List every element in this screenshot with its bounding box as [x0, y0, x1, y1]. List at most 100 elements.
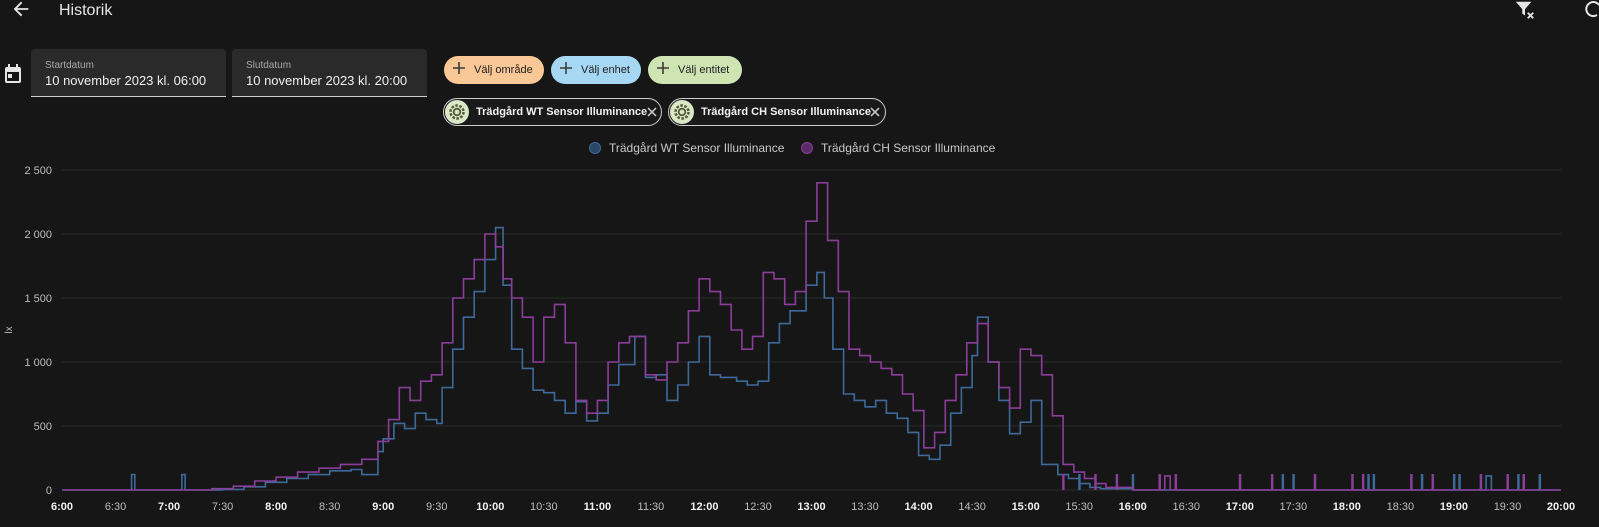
end-date-field[interactable]: Slutdatum 10 november 2023 kl. 20:00	[232, 49, 427, 97]
choose-entity-button[interactable]: Välj entitet	[648, 56, 742, 84]
plus-icon	[560, 62, 572, 74]
series-spike	[1431, 474, 1435, 490]
x-tick-label: 12:00	[690, 501, 718, 513]
series-spike	[1078, 474, 1081, 490]
legend-dot	[589, 142, 601, 154]
series-spike	[1158, 474, 1161, 490]
x-tick-label: 16:00	[1119, 501, 1147, 513]
x-tick-label: 7:00	[158, 501, 180, 513]
x-tick-label: 6:30	[105, 501, 126, 513]
page-title: Historik	[59, 2, 113, 19]
choose-area-label: Välj område	[474, 64, 533, 76]
end-date-label: Slutdatum	[246, 60, 292, 71]
series-spike	[1174, 474, 1178, 490]
entity-chip-label: Trädgård CH Sensor Illuminance	[701, 106, 871, 118]
y-tick-label: 0	[46, 485, 52, 497]
x-tick-label: 19:30	[1494, 501, 1522, 513]
legend-label: Trädgård WT Sensor Illuminance	[609, 141, 785, 155]
x-tick-label: 19:00	[1440, 501, 1468, 513]
x-tick-label: 7:30	[212, 501, 233, 513]
x-tick-label: 11:00	[584, 501, 612, 513]
legend-item-ch[interactable]: Trädgård CH Sensor Illuminance	[801, 141, 1001, 157]
partial-icon[interactable]	[1583, 0, 1599, 21]
legend-item-wt[interactable]: Trädgård WT Sensor Illuminance	[589, 141, 784, 157]
series-spike	[1420, 474, 1424, 490]
x-tick-label: 12:30	[744, 501, 772, 513]
x-tick-label: 11:30	[638, 501, 665, 513]
y-axis-label: lx	[4, 326, 15, 333]
series-spike	[1292, 474, 1295, 490]
calendar-icon[interactable]	[4, 64, 22, 84]
series-spike	[1479, 474, 1483, 490]
series-spike	[1361, 474, 1365, 490]
series-line	[62, 182, 1561, 491]
choose-device-button[interactable]: Välj enhet	[551, 56, 641, 84]
choose-entity-label: Välj entitet	[678, 64, 730, 76]
x-tick-label: 13:30	[851, 501, 879, 513]
y-tick-label: 2 500	[24, 165, 52, 177]
legend-label: Trädgård CH Sensor Illuminance	[821, 141, 996, 155]
y-tick-label: 1 500	[24, 293, 52, 305]
x-tick-label: 16:30	[1172, 501, 1200, 513]
close-icon[interactable]	[869, 106, 881, 118]
x-tick-label: 17:00	[1226, 501, 1254, 513]
x-tick-label: 17:30	[1280, 501, 1308, 513]
series-spike	[1522, 474, 1526, 490]
gear-icon	[449, 104, 465, 120]
series-spike	[1313, 474, 1317, 490]
x-tick-label: 9:00	[372, 501, 394, 513]
series-spike	[1062, 474, 1065, 490]
top-app-bar: Historik	[0, 0, 1599, 24]
legend-dot	[801, 142, 813, 154]
entity-avatar	[445, 100, 469, 124]
x-tick-label: 18:00	[1333, 501, 1361, 513]
series-spike	[1538, 474, 1542, 490]
choose-area-button[interactable]: Välj område	[444, 56, 544, 84]
series-spike	[1458, 474, 1461, 490]
series-spike	[1517, 474, 1520, 490]
entity-avatar	[670, 100, 694, 124]
series-spike	[1094, 474, 1097, 490]
start-date-field[interactable]: Startdatum 10 november 2023 kl. 06:00	[31, 49, 226, 97]
entity-chip-wt[interactable]: Trädgård WT Sensor Illuminance	[443, 98, 662, 126]
series-spike	[1410, 474, 1413, 490]
entity-chip-ch[interactable]: Trädgård CH Sensor Illuminance	[668, 98, 886, 126]
filter-remove-icon[interactable]	[1514, 0, 1536, 21]
x-tick-label: 15:30	[1065, 501, 1093, 513]
series-line	[62, 226, 1561, 491]
series-spike	[1506, 474, 1509, 490]
x-tick-label: 8:00	[265, 501, 287, 513]
y-tick-label: 1 000	[24, 357, 52, 369]
arrow-left-icon[interactable]	[10, 0, 32, 20]
x-tick-label: 14:30	[958, 501, 986, 513]
x-tick-label: 8:30	[319, 501, 340, 513]
series-spike	[1281, 474, 1285, 490]
x-tick-label: 6:00	[51, 501, 73, 513]
x-tick-label: 9:30	[426, 501, 447, 513]
x-tick-label: 15:00	[1012, 501, 1040, 513]
close-icon[interactable]	[646, 106, 658, 118]
series-spike	[1238, 474, 1242, 490]
history-chart: 0 500 1 000 1 500 2 000 2 500 lx 6:00 6:30 7:00 7:…	[4, 165, 1575, 513]
series-spike	[1367, 474, 1370, 490]
plus-icon	[657, 62, 669, 74]
series-spike	[1131, 474, 1135, 490]
start-date-value: 10 november 2023 kl. 06:00	[45, 73, 207, 88]
series-spike	[1452, 474, 1456, 490]
start-date-label: Startdatum	[45, 60, 94, 71]
x-tick-label: 14:00	[905, 501, 933, 513]
x-tick-label: 20:00	[1547, 501, 1575, 513]
x-tick-label: 10:00	[476, 501, 504, 513]
y-tick-label: 500	[34, 421, 52, 433]
x-tick-label: 18:30	[1387, 501, 1415, 513]
entity-chip-label: Trädgård WT Sensor Illuminance	[476, 106, 648, 118]
y-tick-label: 2 000	[24, 229, 52, 241]
series-spike	[1351, 474, 1354, 490]
series-spike	[1372, 474, 1376, 490]
gear-icon	[674, 104, 690, 120]
series-spike	[1270, 474, 1274, 490]
choose-device-label: Välj enhet	[581, 64, 630, 76]
series-spike	[1115, 474, 1119, 490]
x-tick-label: 13:00	[797, 501, 825, 513]
end-date-value: 10 november 2023 kl. 20:00	[246, 73, 408, 88]
